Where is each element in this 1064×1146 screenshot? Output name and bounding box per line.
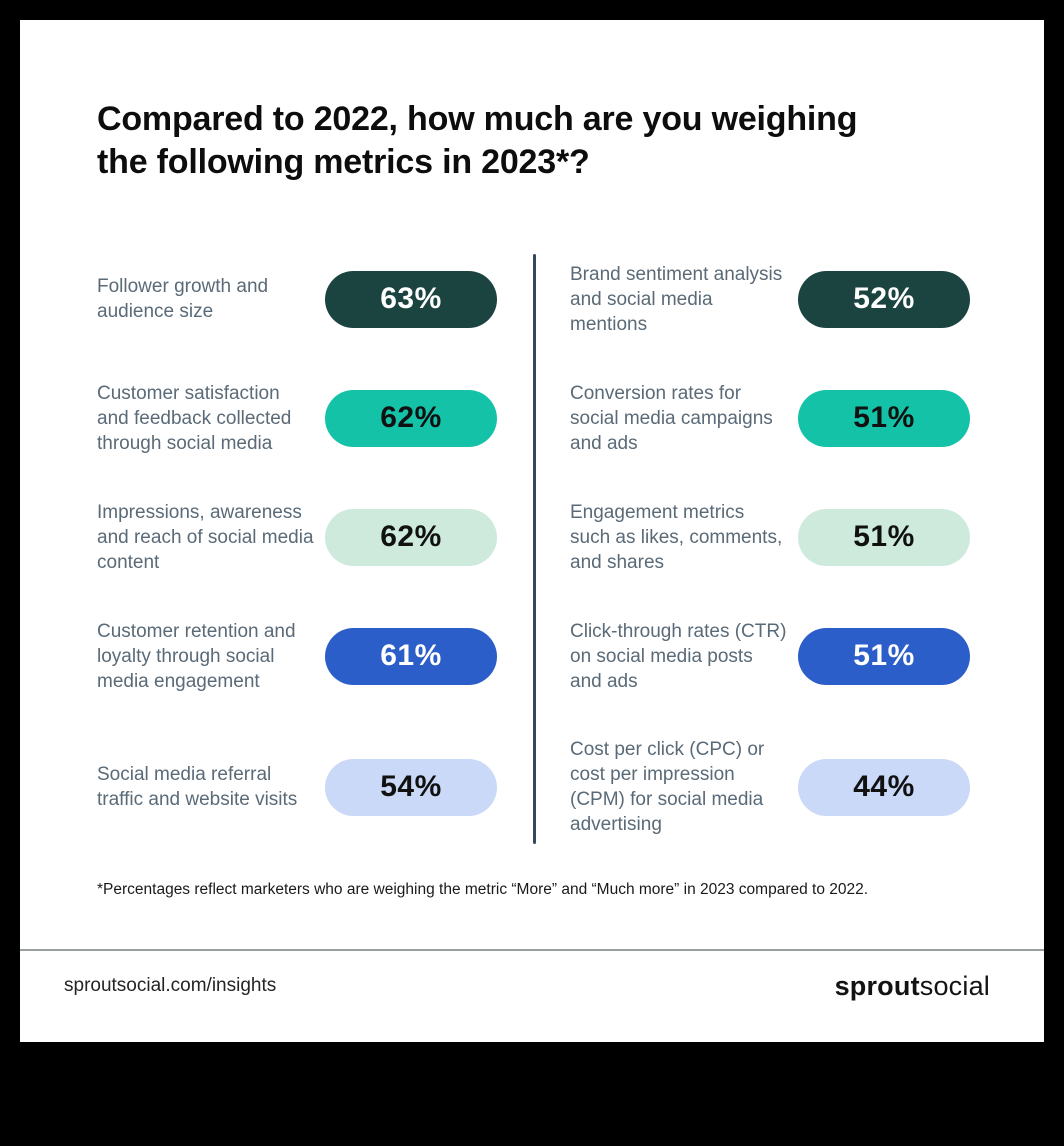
metric-value: 51% — [853, 639, 915, 673]
metric-value: 51% — [853, 401, 915, 435]
left-column: Follower growth and audience size 63% Cu… — [97, 240, 497, 859]
metric-label: Click-through rates (CTR) on social medi… — [570, 620, 787, 692]
column-divider — [533, 253, 536, 844]
metric-row-conversion-rates: Conversion rates for social media campai… — [570, 359, 970, 478]
metric-row-customer-satisfaction: Customer satisfaction and feedback colle… — [97, 359, 497, 478]
metric-row-brand-sentiment: Brand sentiment analysis and social medi… — [570, 240, 970, 359]
metric-label: Brand sentiment analysis and social medi… — [570, 263, 783, 335]
metric-value: 54% — [380, 770, 442, 804]
metric-label: Customer satisfaction and feedback colle… — [97, 382, 292, 454]
footer: sproutsocial.com/insights sproutsocial — [20, 951, 1044, 1002]
sprout-social-logo: sproutsocial — [835, 971, 990, 1002]
metric-value-pill: 62% — [325, 389, 497, 447]
metric-value: 51% — [853, 520, 915, 554]
logo-text-light: social — [919, 970, 990, 1001]
metric-row-cpc-cpm: Cost per click (CPC) or cost per impress… — [570, 716, 970, 859]
metric-label: Conversion rates for social media campai… — [570, 382, 773, 454]
metric-value-pill: 61% — [325, 627, 497, 685]
metric-label: Customer retention and loyalty through s… — [97, 620, 296, 692]
metric-value-pill: 44% — [798, 758, 970, 816]
metric-value: 63% — [380, 282, 442, 316]
metric-value: 62% — [380, 401, 442, 435]
metric-label: Cost per click (CPC) or cost per impress… — [570, 739, 765, 836]
metric-value-pill: 51% — [798, 508, 970, 566]
metric-value-pill: 62% — [325, 508, 497, 566]
metric-value: 52% — [853, 282, 915, 316]
metric-label: Follower growth and audience size — [97, 276, 269, 323]
metric-row-impressions-reach: Impressions, awareness and reach of soci… — [97, 478, 497, 597]
metric-value: 62% — [380, 520, 442, 554]
page-title: Compared to 2022, how much are you weigh… — [97, 100, 858, 181]
metric-value: 61% — [380, 639, 442, 673]
metric-row-engagement-metrics: Engagement metrics such as likes, commen… — [570, 478, 970, 597]
metric-label: Social media referral traffic and websit… — [97, 764, 298, 811]
footer-divider — [20, 948, 1044, 951]
right-column: Brand sentiment analysis and social medi… — [570, 240, 970, 859]
metric-row-customer-retention: Customer retention and loyalty through s… — [97, 597, 497, 716]
metric-value-pill: 63% — [325, 270, 497, 328]
metric-value-pill: 54% — [325, 758, 497, 816]
metric-value-pill: 51% — [798, 389, 970, 447]
metric-row-follower-growth: Follower growth and audience size 63% — [97, 240, 497, 359]
metric-label: Impressions, awareness and reach of soci… — [97, 501, 314, 573]
logo-text-bold: sprout — [834, 970, 920, 1001]
footer-url: sproutsocial.com/insights — [64, 975, 277, 997]
metric-row-click-through-rates: Click-through rates (CTR) on social medi… — [570, 597, 970, 716]
metrics-grid: Follower growth and audience size 63% Cu… — [97, 240, 970, 859]
infographic-card: Compared to 2022, how much are you weigh… — [20, 20, 1044, 1042]
metric-value-pill: 51% — [798, 627, 970, 685]
metric-label: Engagement metrics such as likes, commen… — [570, 501, 783, 573]
metric-value-pill: 52% — [798, 270, 970, 328]
metric-row-referral-traffic: Social media referral traffic and websit… — [97, 716, 497, 859]
metric-value: 44% — [853, 770, 915, 804]
footnote: *Percentages reflect marketers who are w… — [97, 880, 869, 898]
